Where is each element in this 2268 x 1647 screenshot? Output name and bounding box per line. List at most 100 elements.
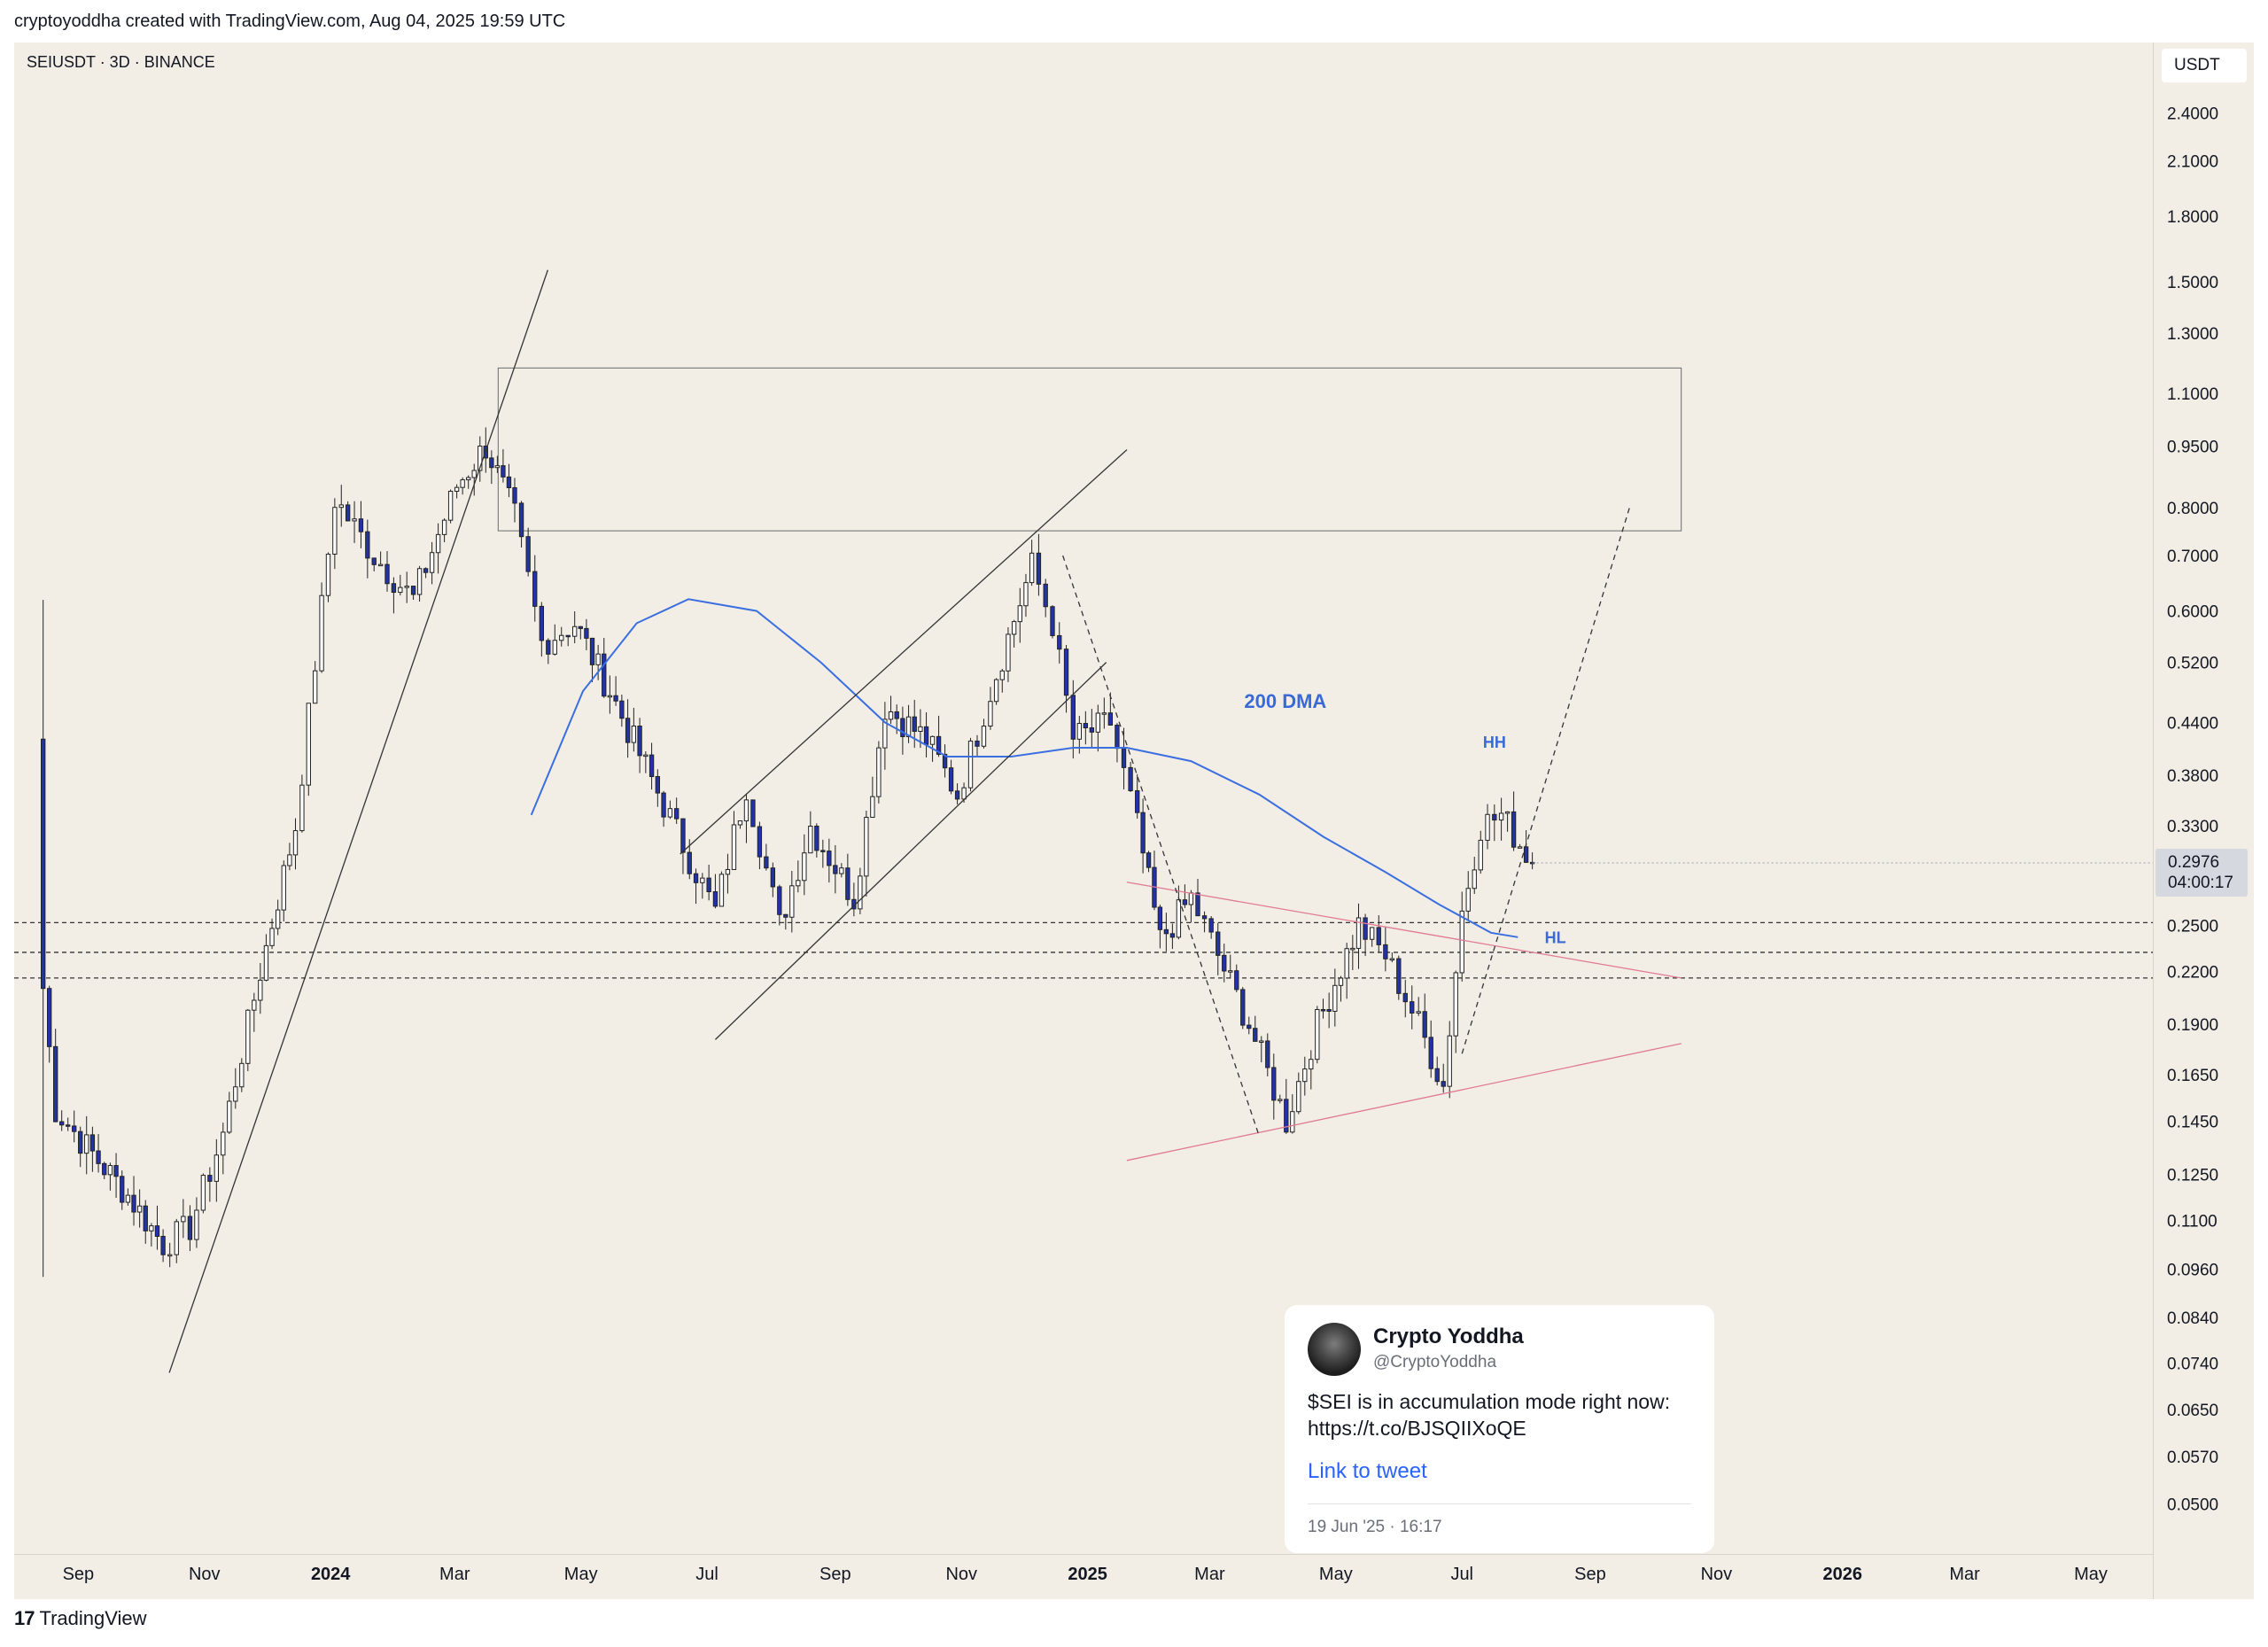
time-tick-0: Sep	[63, 1565, 95, 1584]
candle-body	[454, 486, 460, 492]
candle-body	[1370, 927, 1375, 940]
chart-area[interactable]	[14, 43, 2254, 1599]
candle-body	[96, 1150, 101, 1164]
time-tick-12: Sep	[1574, 1565, 1606, 1584]
candle-body	[252, 999, 257, 1011]
price-tick-18: 0.1450	[2167, 1114, 2218, 1132]
candle-body	[1363, 917, 1368, 940]
price-tick-7: 0.8000	[2167, 500, 2218, 518]
candle-body	[1485, 813, 1490, 841]
candle-body	[1396, 958, 1402, 994]
candle-body	[1302, 1068, 1308, 1083]
candle-body	[78, 1130, 83, 1154]
chart-caption: cryptoyoddha created with TradingView.co…	[14, 12, 566, 31]
candle-body	[845, 867, 850, 900]
candle-body	[750, 799, 756, 827]
candle-body	[833, 865, 838, 874]
candle-body	[1050, 606, 1055, 636]
price-tick-16: 0.1900	[2167, 1016, 2218, 1035]
candle-body	[764, 856, 769, 869]
candle-body	[814, 825, 819, 851]
candle-body	[441, 519, 447, 535]
candle-body	[181, 1216, 186, 1223]
candle-body	[1459, 910, 1464, 974]
price-tick-1: 2.1000	[2167, 153, 2218, 172]
candle-body	[1350, 947, 1355, 951]
projection-drop-line	[1062, 555, 1261, 1137]
candle-body	[559, 634, 564, 641]
candle-body	[1315, 1008, 1320, 1060]
price-tick-22: 0.0840	[2167, 1309, 2218, 1328]
candle-body	[796, 880, 801, 887]
time-tick-16: May	[2074, 1565, 2108, 1584]
symbol-label[interactable]: SEIUSDT · 3D · BINANCE	[27, 53, 215, 71]
candle-body	[281, 865, 286, 911]
candle-body	[649, 754, 655, 778]
tradingview-brand[interactable]: 17 TradingView	[14, 1607, 147, 1630]
tweet-link[interactable]: Link to tweet	[1308, 1459, 1427, 1483]
price-tick-4: 1.3000	[2167, 325, 2218, 344]
candle-body	[1253, 1028, 1258, 1042]
candle-body	[700, 877, 705, 883]
time-tick-7: Nov	[945, 1565, 977, 1584]
candle-body	[820, 850, 826, 852]
candle-body	[802, 852, 807, 882]
last-price-value: 0.2976	[2168, 853, 2220, 872]
candle-body	[258, 979, 263, 1001]
candle-body	[1309, 1059, 1314, 1070]
currency-selector[interactable]: USDT	[2162, 49, 2247, 82]
time-tick-13: Nov	[1701, 1565, 1733, 1584]
candle-body	[1228, 970, 1233, 973]
candle-body	[1063, 649, 1069, 696]
time-tick-2: 2024	[311, 1565, 351, 1584]
price-tick-3: 1.5000	[2167, 274, 2218, 292]
candle-body	[667, 808, 673, 818]
candle-body	[365, 531, 370, 559]
candle-body	[1511, 811, 1517, 848]
candle-body	[661, 792, 666, 818]
price-tick-2: 1.8000	[2167, 208, 2218, 227]
channel-upper-line	[680, 449, 1128, 855]
price-tick-10: 0.5200	[2167, 655, 2218, 673]
candle-body	[1344, 948, 1349, 979]
candle-body	[858, 875, 863, 910]
price-tick-6: 0.9500	[2167, 438, 2218, 456]
candle-body	[84, 1134, 89, 1154]
tweet-date: 19 Jun '25 · 16:17	[1308, 1518, 1442, 1536]
candle-body	[882, 719, 888, 749]
candle-body	[1083, 723, 1089, 729]
candle-body	[398, 587, 403, 594]
candle-body	[1216, 931, 1221, 956]
supply-zone-box	[497, 367, 1682, 532]
candle-body	[929, 735, 936, 745]
candle-body	[1271, 1067, 1277, 1101]
candle-body	[214, 1154, 219, 1182]
candle-body	[1332, 984, 1338, 1012]
candle-body	[565, 634, 571, 638]
candle-body	[1447, 1035, 1452, 1087]
candle-body	[1128, 766, 1133, 792]
tweet-card[interactable]: Crypto Yoddha @CryptoYoddha $SEI is in a…	[1285, 1305, 1714, 1553]
candle-body	[731, 824, 737, 870]
candle-body	[113, 1165, 119, 1177]
candle-body	[207, 1175, 213, 1182]
candle-body	[332, 507, 338, 555]
candle-body	[789, 885, 795, 918]
price-tick-21: 0.0960	[2167, 1262, 2218, 1280]
candle-body	[1201, 915, 1208, 920]
candle-body	[602, 653, 607, 697]
candle-body	[981, 726, 987, 747]
candle-body	[777, 886, 782, 915]
time-axis-separator	[14, 1554, 2153, 1555]
candle-body	[187, 1216, 193, 1240]
candle-body	[358, 518, 364, 532]
candle-body	[1422, 1011, 1427, 1038]
price-tick-20: 0.1100	[2167, 1213, 2218, 1231]
candle-body	[1402, 992, 1408, 1003]
candle-body	[808, 825, 813, 854]
candle-body	[539, 605, 544, 641]
candle-body	[918, 726, 923, 732]
candle-body	[72, 1125, 77, 1132]
candle-body	[1338, 977, 1344, 986]
